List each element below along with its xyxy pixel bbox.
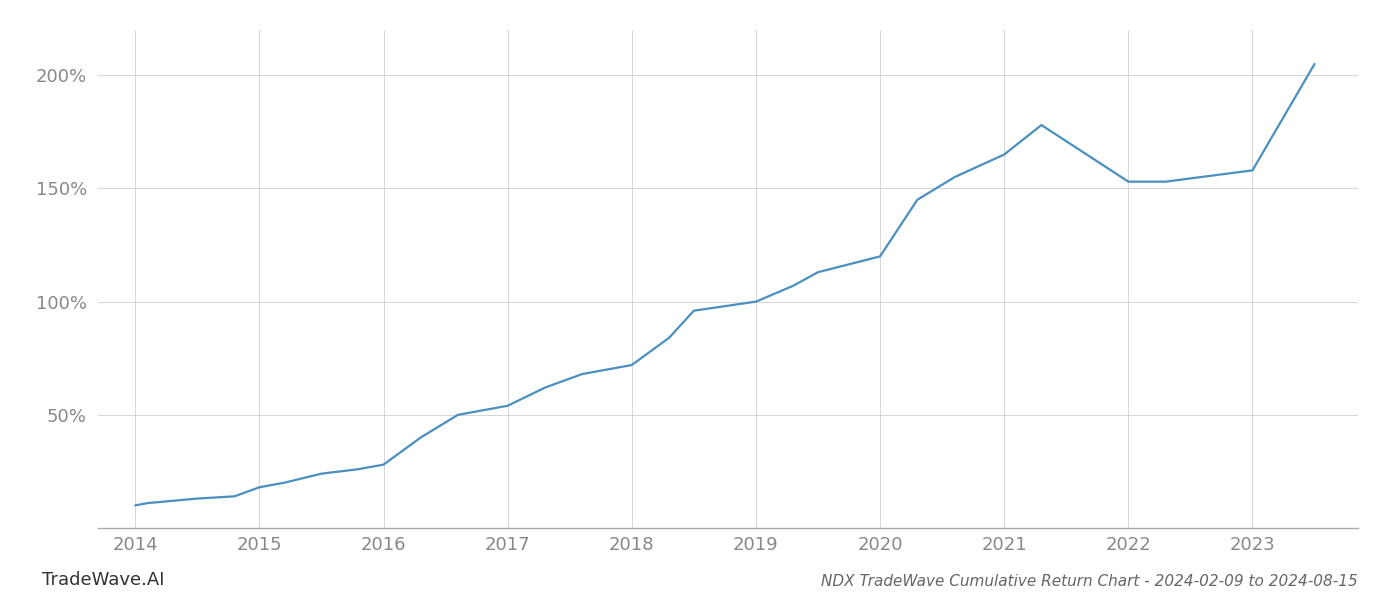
Text: TradeWave.AI: TradeWave.AI [42,571,165,589]
Text: NDX TradeWave Cumulative Return Chart - 2024-02-09 to 2024-08-15: NDX TradeWave Cumulative Return Chart - … [822,574,1358,589]
